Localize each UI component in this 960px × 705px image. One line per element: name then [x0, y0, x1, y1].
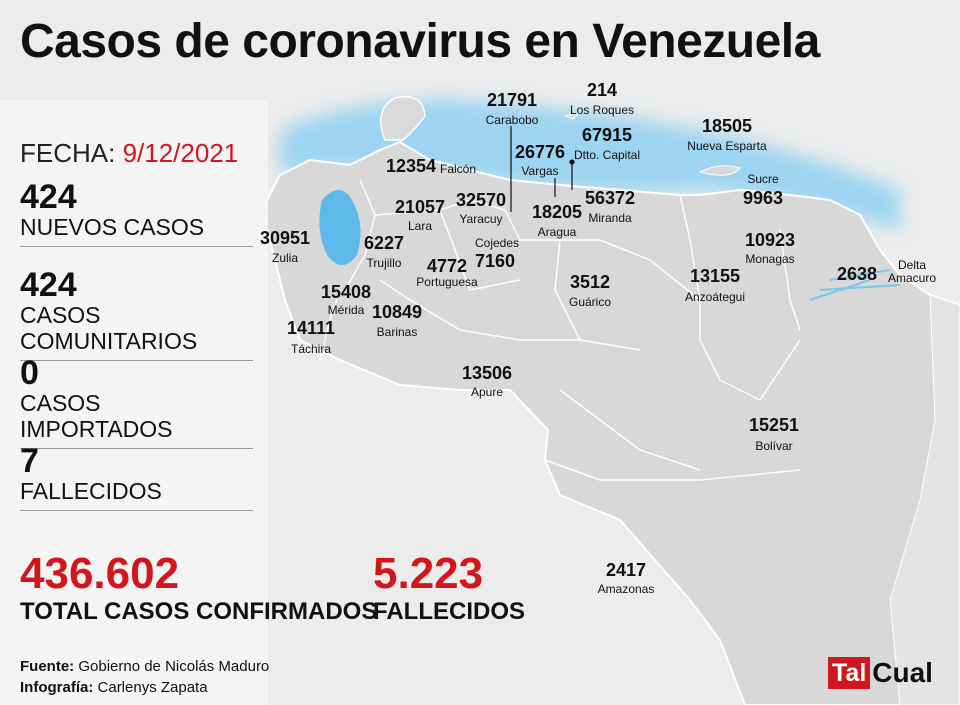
leader-lines — [510, 126, 575, 212]
portuguesa-cases: 4772 — [426, 256, 468, 276]
logo-part-2: Cual — [872, 657, 933, 688]
total-deaths-label: FALLECIDOS — [373, 598, 526, 625]
tachira-cases: 14111 — [286, 318, 336, 338]
bolivar-cases: 15251 — [748, 415, 800, 435]
stat-value: 7 — [20, 442, 39, 480]
guarico-name: Guárico — [568, 295, 612, 309]
lara-cases: 21057 — [394, 197, 446, 217]
miranda-cases: 56372 — [584, 188, 636, 208]
cojedes-cases: 7160 — [474, 251, 516, 271]
margarita-island — [698, 165, 741, 176]
stat-imported-cases: 0 CASOS IMPORTADOS — [20, 356, 253, 449]
total-confirmed-value: 436.602 — [20, 549, 180, 598]
tachira-name: Táchira — [290, 342, 332, 356]
portuguesa-name: Portuguesa — [416, 275, 478, 289]
orinoco-delta — [809, 269, 901, 301]
anzoategui-cases: 13155 — [689, 266, 741, 286]
stat-value: 424 — [20, 266, 77, 304]
merida-name: Mérida — [327, 303, 365, 317]
talcual-logo: Tal Cual — [828, 657, 933, 689]
delta-amacuro-name: Delta Amacuro — [887, 258, 937, 285]
falcon-cases: 12354 — [385, 156, 437, 176]
credit-graphic-label: Infografía: — [20, 679, 94, 696]
yaracuy-cases: 32570 — [455, 190, 507, 210]
stat-label: CASOS IMPORTADOS — [20, 390, 173, 442]
apure-cases: 13506 — [461, 363, 513, 383]
dtto-capital-name: Dtto. Capital — [573, 148, 641, 162]
lara-name: Lara — [407, 219, 433, 233]
caribbean-sea — [280, 99, 900, 230]
guarico-cases: 3512 — [569, 272, 611, 292]
lake-maracaibo — [319, 190, 361, 265]
trujillo-cases: 6227 — [363, 233, 405, 253]
amazonas-name: Amazonas — [597, 582, 655, 596]
sucre-name: Sucre — [747, 172, 779, 186]
logo-part-1: Tal — [828, 657, 871, 689]
trujillo-name: Trujillo — [366, 256, 402, 270]
date-line: FECHA: 9/12/2021 — [20, 138, 238, 169]
guyana-region — [889, 294, 960, 705]
stat-label: CASOS COMUNITARIOS — [20, 302, 198, 354]
stat-new-cases: 424 NUEVOS CASOS — [20, 180, 253, 247]
sucre-cases: 9963 — [742, 188, 784, 208]
delta-amacuro-cases: 2638 — [836, 264, 878, 284]
credit-graphic: Infografía: Carlenys Zapata — [20, 677, 208, 698]
stat-deaths: 7 FALLECIDOS — [20, 444, 253, 511]
nueva-esparta-name: Nueva Esparta — [687, 139, 767, 153]
page-title: Casos de coronavirus en Venezuela — [20, 15, 820, 68]
credit-source-label: Fuente: — [20, 658, 75, 675]
date-label: FECHA: — [20, 138, 116, 168]
zulia-name: Zulia — [271, 251, 299, 265]
los-roques-island — [563, 112, 581, 120]
carabobo-name: Carabobo — [485, 113, 539, 127]
los-roques-cases: 214 — [586, 80, 618, 100]
total-deaths-value: 5.223 — [373, 549, 484, 598]
stat-label: NUEVOS CASOS — [20, 214, 205, 240]
date-value: 9/12/2021 — [122, 138, 239, 168]
stat-community-cases: 424 CASOS COMUNITARIOS — [20, 268, 253, 361]
bolivar-name: Bolívar — [755, 439, 793, 453]
vargas-cases: 26776 — [514, 142, 566, 162]
aragua-name: Aragua — [537, 225, 577, 239]
stat-label: FALLECIDOS — [20, 478, 162, 504]
cojedes-name: Cojedes — [474, 236, 520, 250]
miranda-name: Miranda — [588, 211, 632, 225]
aragua-cases: 18205 — [531, 202, 583, 222]
zulia-cases: 30951 — [259, 228, 311, 248]
dtto-capital-cases: 67915 — [581, 125, 633, 145]
paraguana-peninsula — [380, 96, 426, 141]
yaracuy-name: Yaracuy — [459, 212, 503, 226]
anzoategui-name: Anzoátegui — [684, 290, 746, 304]
barinas-cases: 10849 — [371, 302, 423, 322]
carabobo-cases: 21791 — [486, 90, 538, 110]
state-borders — [319, 179, 801, 481]
falcon-name: Falcón — [439, 162, 477, 176]
vargas-name: Vargas — [521, 164, 559, 178]
monagas-cases: 10923 — [744, 230, 796, 250]
los-roques-name: Los Roques — [569, 103, 635, 117]
nueva-esparta-cases: 18505 — [701, 116, 753, 136]
barinas-name: Barinas — [376, 325, 418, 339]
stat-value: 0 — [20, 354, 39, 392]
credit-source: Fuente: Gobierno de Nicolás Maduro — [20, 656, 269, 677]
venezuela-mainland — [260, 140, 960, 705]
credit-graphic-value: Carlenys Zapata — [97, 679, 208, 696]
total-confirmed-label: TOTAL CASOS CONFIRMADOS — [20, 598, 378, 625]
credit-source-value: Gobierno de Nicolás Maduro — [78, 658, 270, 675]
amazonas-cases: 2417 — [605, 560, 647, 580]
monagas-name: Monagas — [745, 252, 795, 266]
merida-cases: 15408 — [320, 282, 372, 302]
stats-panel — [0, 100, 268, 705]
stat-value: 424 — [20, 178, 77, 216]
apure-name: Apure — [470, 385, 504, 399]
